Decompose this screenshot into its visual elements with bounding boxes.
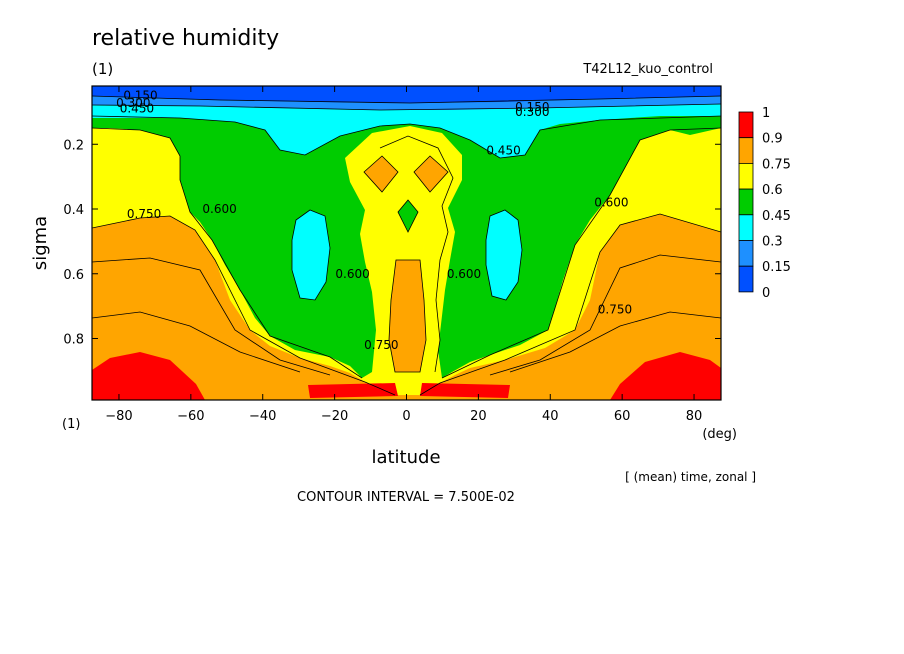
colorbar-label: 0 [762, 286, 770, 301]
colorbar: 1 0.9 0.75 0.6 0.45 0.3 0.15 0 [738, 106, 791, 301]
colorbar-swatch [738, 162, 754, 190]
colorbar-swatch [738, 137, 754, 164]
contour-line [92, 215, 396, 396]
contour-lines [92, 95, 721, 396]
x-tick-label: −60 [177, 409, 204, 424]
colorbar-swatch [738, 240, 754, 267]
contour-label: 0.600 [335, 267, 369, 281]
contour-label: 0.300 [116, 96, 150, 110]
contour-line [92, 115, 721, 159]
fill-blue-dark [92, 86, 721, 103]
x-corner-label: (1) [62, 417, 80, 432]
colorbar-label: 0.45 [762, 209, 791, 224]
colorbar-swatch [738, 214, 754, 241]
fill-green-blob-center [398, 200, 418, 232]
x-axis-label: latitude [371, 447, 440, 468]
contour-line [92, 127, 363, 379]
fill-red-left [92, 352, 205, 400]
x-tick-label: 40 [542, 409, 559, 424]
fill-green-region [92, 86, 721, 378]
fill-yellow-core [356, 136, 453, 380]
x-tick-label: 60 [614, 409, 631, 424]
y-tick-label: 0.4 [63, 203, 84, 218]
fill-cyan-right [486, 210, 522, 300]
x-axis: −80 −60 −40 −20 0 20 40 60 80 [105, 86, 702, 424]
y-axis-label: sigma [30, 216, 51, 270]
y-axis: 0.2 0.4 0.6 0.8 [63, 138, 721, 347]
x-tick-label: 80 [686, 409, 703, 424]
contour-fills [92, 86, 721, 400]
fill-orange-blob-right [414, 156, 448, 192]
colorbar-label: 0.3 [762, 235, 783, 250]
contour-line [419, 213, 721, 396]
fill-orange-core [389, 260, 426, 372]
colorbar-label: 0.75 [762, 157, 791, 172]
contour-interval-note: CONTOUR INTERVAL = 7.500E-02 [297, 490, 515, 505]
contour-line [509, 311, 721, 373]
fill-orange-blob-left [364, 156, 398, 192]
contour-line [92, 311, 301, 373]
fill-red-center-right [420, 383, 510, 398]
y-tick-label: 0.6 [63, 268, 84, 283]
colorbar-swatch [738, 111, 754, 139]
colorbar-swatch [738, 188, 754, 216]
y-tick-label: 0.2 [63, 138, 84, 153]
contour-label: 0.600 [594, 196, 628, 210]
contour-line [379, 135, 454, 373]
contour-label: 0.150 [515, 100, 549, 114]
footnote: [ (mean) time, zonal ] [625, 470, 756, 484]
contour-line [291, 209, 331, 301]
contour-line [92, 95, 721, 104]
colorbar-label: 0.6 [762, 183, 783, 198]
contour-label: 0.450 [120, 102, 154, 116]
contour-label: 0.600 [202, 202, 236, 216]
contour-line [363, 155, 399, 193]
y-tick-label: 0.8 [63, 332, 84, 347]
chart-subtitle-left: (1) [92, 60, 113, 78]
contour-label: 0.750 [598, 302, 632, 316]
x-tick-label: 0 [402, 409, 410, 424]
fill-red-right [610, 352, 721, 400]
contour-label: 0.150 [123, 89, 157, 103]
contour-line [489, 254, 721, 376]
contour-line [485, 209, 523, 301]
colorbar-label: 0.15 [762, 260, 791, 275]
contour-line [92, 257, 331, 376]
contour-line [441, 127, 721, 379]
chart-title: relative humidity [92, 26, 279, 51]
colorbar-label: 1 [762, 106, 770, 121]
contour-label: 0.300 [515, 105, 549, 119]
x-tick-label: −20 [321, 409, 348, 424]
fill-cyan-left [292, 210, 330, 300]
contour-label: 0.750 [364, 338, 398, 352]
x-unit-label: (deg) [702, 427, 737, 442]
colorbar-label: 0.9 [762, 132, 783, 147]
x-tick-label: 20 [470, 409, 487, 424]
x-tick-label: −40 [249, 409, 276, 424]
contour-label: 0.600 [447, 267, 481, 281]
contour-line [92, 103, 721, 111]
contour-label: 0.750 [127, 207, 161, 221]
chart-subtitle-right: T42L12_kuo_control [582, 62, 713, 77]
contour-line [413, 155, 449, 193]
contour-line [397, 199, 419, 233]
colorbar-swatch [738, 265, 754, 293]
contour-label: 0.450 [486, 144, 520, 158]
contour-line [388, 259, 427, 373]
x-tick-label: −80 [105, 409, 132, 424]
